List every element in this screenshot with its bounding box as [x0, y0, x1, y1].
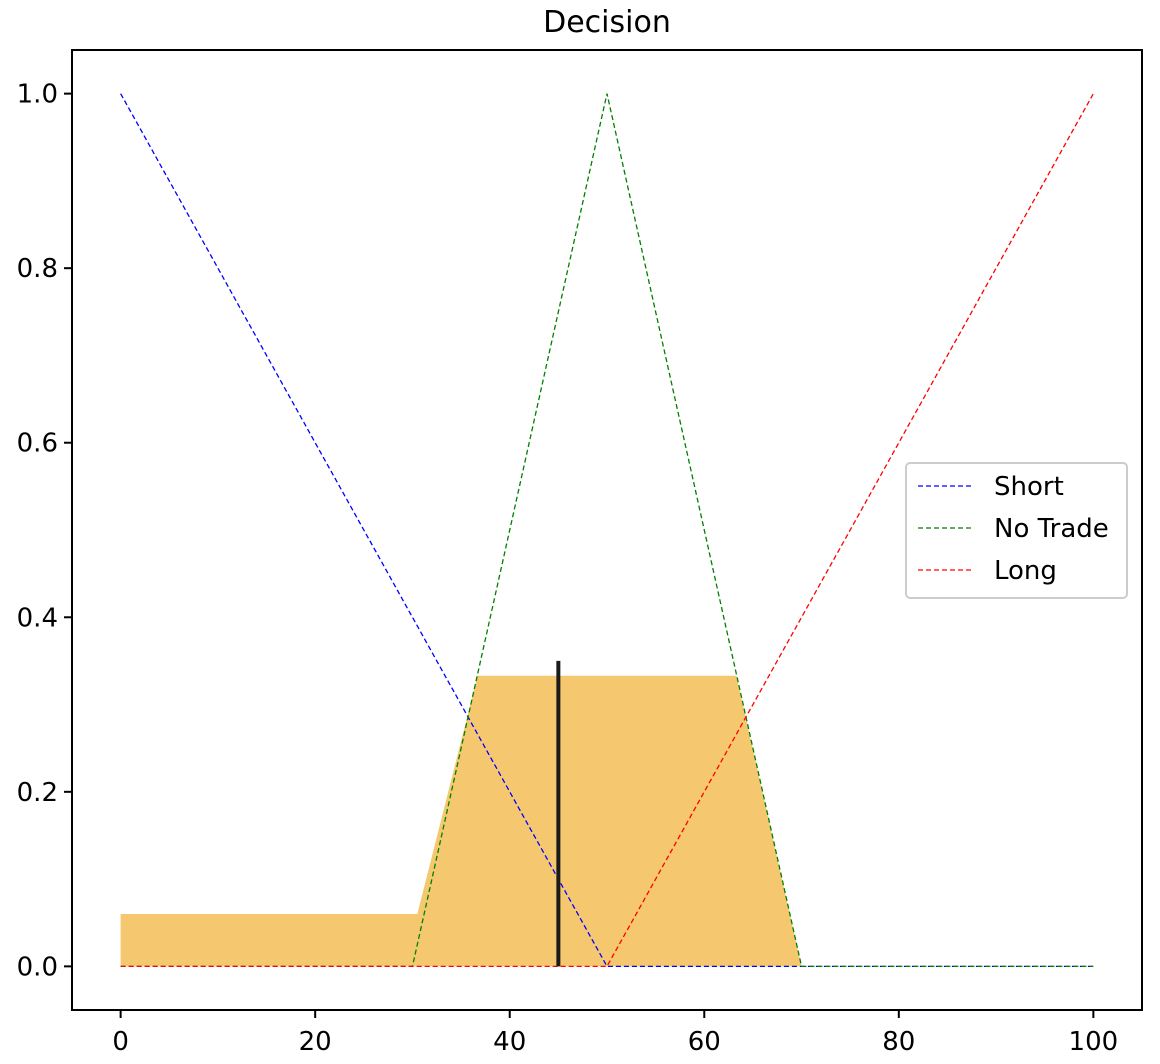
legend-box — [905, 462, 1128, 599]
x-tick-label-5: 100 — [1069, 1027, 1119, 1057]
x-tick-label-2: 40 — [493, 1027, 526, 1057]
plot-frame — [71, 49, 1143, 1011]
x-tick-label-1: 20 — [299, 1027, 332, 1057]
y-tick-label-2: 0.4 — [17, 603, 58, 633]
x-axis-ticks: 0 20 40 60 80 100 — [112, 1010, 1118, 1057]
aggregated-membership-area — [120, 675, 1094, 967]
legend-label-short: Short — [994, 472, 1064, 502]
y-tick-label-3: 0.6 — [17, 429, 58, 459]
aggregated-area-layer — [120, 675, 1094, 967]
y-axis-ticks: 0.0 0.2 0.4 0.6 0.8 1.0 — [17, 80, 72, 982]
series-line-long — [120, 93, 1094, 968]
chart-title: Decision — [543, 5, 671, 40]
y-tick-label-0: 0.0 — [17, 952, 58, 982]
y-tick-label-5: 1.0 — [17, 80, 58, 110]
legend: Short No Trade Long — [905, 462, 1128, 599]
y-tick-label-4: 0.8 — [17, 254, 58, 284]
y-tick-label-1: 0.2 — [17, 778, 58, 808]
x-tick-label-0: 0 — [112, 1027, 129, 1057]
series-layer — [120, 93, 1094, 968]
legend-label-no-trade: No Trade — [994, 514, 1109, 544]
x-tick-label-3: 60 — [688, 1027, 721, 1057]
legend-label-long: Long — [994, 556, 1057, 586]
x-tick-label-4: 80 — [882, 1027, 915, 1057]
